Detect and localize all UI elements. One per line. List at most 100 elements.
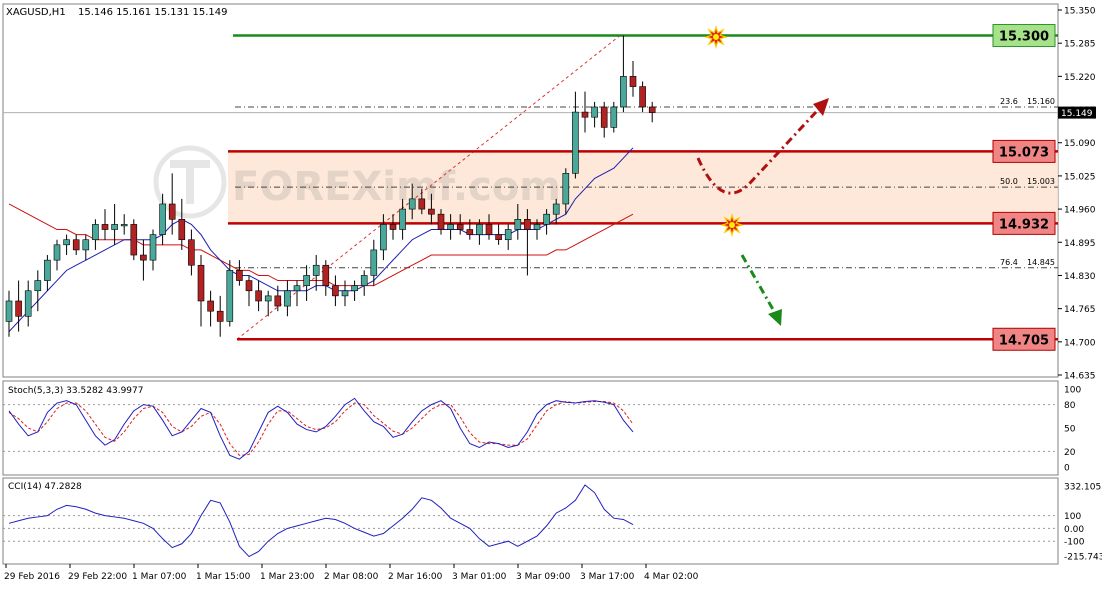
candle: [370, 239, 378, 286]
candle: [53, 239, 61, 271]
price-axis-tick: 14.830: [1064, 272, 1096, 282]
fib-value-label: 14.845: [1027, 258, 1055, 267]
candle: [495, 224, 502, 245]
price-axis-tick: 14.700: [1064, 338, 1096, 348]
stoch-main-line: [8, 397, 634, 460]
candle: [303, 265, 310, 301]
candle: [293, 280, 301, 307]
candle: [130, 219, 138, 261]
candle: [15, 280, 22, 332]
candle: [600, 101, 608, 138]
level-price-label: 14.932: [999, 217, 1049, 232]
price-axis-tick: 15.350: [1064, 7, 1096, 17]
candle: [226, 260, 234, 327]
candle: [332, 275, 339, 307]
level-price-label: 14.705: [999, 333, 1049, 348]
candle: [24, 280, 32, 327]
candle: [360, 270, 368, 296]
price-axis-tick: 15.285: [1064, 40, 1096, 50]
candle: [322, 260, 330, 296]
price-axis-tick: 14.895: [1064, 239, 1096, 249]
fib-ratio-label: 23.6: [1000, 97, 1018, 106]
candle: [639, 81, 646, 113]
stoch-axis-tick: 50: [1064, 425, 1076, 435]
stoch-axis-tick: 100: [1064, 386, 1081, 396]
arrow-head-icon: [813, 98, 829, 116]
time-axis-tick: 1 Mar 07:00: [132, 572, 187, 582]
candle: [629, 61, 637, 97]
stoch-axis-tick: 0: [1064, 464, 1070, 474]
time-axis-tick: 4 Mar 02:00: [644, 572, 699, 582]
time-axis-tick: 2 Mar 08:00: [324, 572, 379, 582]
price-axis-tick: 15.090: [1064, 139, 1096, 149]
time-axis-tick: 3 Mar 01:00: [452, 572, 507, 582]
candle: [620, 35, 627, 113]
candle: [44, 255, 51, 291]
ohlc-header: 15.146 15.161 15.131 15.149: [78, 7, 228, 18]
candle: [92, 219, 99, 250]
main-chart-title: XAGUSD,H1: [6, 7, 66, 18]
cci-axis-tick: 0.00: [1064, 525, 1084, 535]
candle: [399, 198, 406, 240]
candle: [380, 214, 387, 261]
price-axis-tick: 15.220: [1064, 73, 1096, 83]
candle: [466, 219, 474, 240]
ma-slow-line: [8, 203, 634, 287]
level-price-box: [992, 327, 1056, 351]
candle: [178, 198, 186, 250]
candle: [408, 183, 416, 220]
candle: [216, 295, 224, 337]
stoch-axis-tick: 80: [1064, 401, 1076, 411]
candle: [120, 214, 128, 235]
current-price-label: 15.149: [1061, 109, 1093, 119]
candle: [437, 209, 445, 235]
candle: [552, 198, 560, 225]
candle: [341, 280, 349, 307]
candle: [5, 290, 13, 337]
bullish-scenario-arrow: [696, 110, 818, 195]
stoch-axis-tick: 20: [1064, 448, 1076, 458]
time-axis-tick: 2 Mar 16:00: [388, 572, 443, 582]
cci-title: CCI(14) 47.2828: [8, 482, 82, 492]
level-price-box: [992, 139, 1056, 163]
fib-ratio-label: 76.4: [1000, 258, 1018, 267]
cci-axis-tick: -100: [1064, 538, 1085, 548]
time-axis-tick: 3 Mar 17:00: [580, 572, 635, 582]
candle: [524, 209, 531, 276]
arrow-head-icon: [768, 309, 782, 326]
cci-axis-tick: 100: [1064, 512, 1081, 522]
current-price-marker: [1058, 106, 1096, 119]
candle: [63, 234, 70, 256]
time-axis-tick: 1 Mar 15:00: [196, 572, 251, 582]
candle: [591, 101, 598, 128]
candle: [476, 219, 483, 245]
candle: [255, 280, 262, 312]
cci-axis-tick: -215.743: [1064, 553, 1102, 563]
price-axis-tick: 14.635: [1064, 372, 1096, 382]
cci-line: [8, 484, 634, 558]
bearish-scenario-arrow: [740, 254, 777, 314]
candle: [428, 193, 435, 225]
candle: [543, 209, 550, 235]
candle: [610, 101, 618, 133]
candle: [485, 214, 493, 240]
candle: [168, 173, 176, 235]
time-axis-tick: 1 Mar 23:00: [260, 572, 315, 582]
candle: [504, 224, 512, 250]
stoch-panel: [2, 380, 1059, 476]
level-price-box: [992, 211, 1056, 235]
fib-value-label: 15.003: [1027, 177, 1055, 186]
candle: [72, 234, 80, 256]
candle: [274, 285, 282, 312]
candle: [236, 260, 243, 286]
candle: [562, 168, 570, 215]
fib-ratio-label: 50.0: [1000, 177, 1018, 186]
candle: [351, 280, 358, 301]
candle: [111, 203, 118, 245]
candle: [312, 255, 320, 291]
candle: [533, 219, 541, 240]
candle: [648, 101, 656, 123]
level-price-box: [992, 24, 1056, 48]
